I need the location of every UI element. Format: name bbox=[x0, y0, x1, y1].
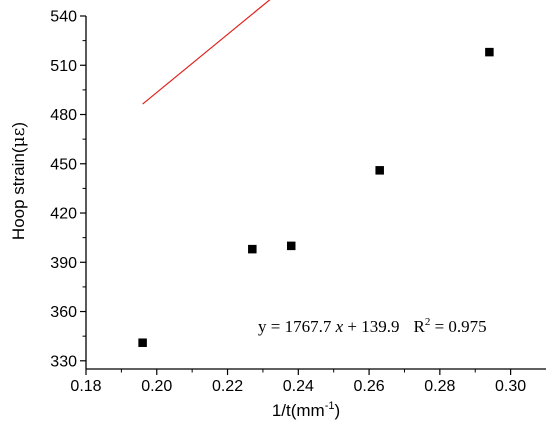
y-tick-label: 480 bbox=[50, 107, 77, 124]
data-point bbox=[375, 166, 384, 175]
y-tick-label: 450 bbox=[50, 156, 77, 173]
y-axis-title: Hoop strain(με) bbox=[9, 122, 29, 240]
y-tick-label: 360 bbox=[50, 304, 77, 321]
fit-line-layer bbox=[142, 0, 271, 105]
y-axis-ticks: 330 360 390 420 450 480 510 540 bbox=[50, 9, 86, 370]
x-tick-label: 0.26 bbox=[354, 378, 385, 395]
equation-variable: x bbox=[335, 317, 344, 336]
axes bbox=[85, 16, 546, 370]
x-tick-label: 0.24 bbox=[283, 378, 314, 395]
data-points bbox=[138, 47, 494, 347]
y-tick-label: 390 bbox=[50, 255, 77, 272]
data-point bbox=[485, 47, 494, 57]
data-point bbox=[138, 338, 147, 347]
y-tick-label: 420 bbox=[50, 206, 77, 223]
y-tick-label: 510 bbox=[50, 58, 77, 75]
data-point bbox=[248, 244, 257, 254]
y-tick-label: 540 bbox=[50, 9, 77, 26]
x-tick-label: 0.18 bbox=[70, 378, 101, 395]
linear-fit-line bbox=[142, 0, 271, 105]
equation-annotation: y = 1767.7 x + 139.9 R2 = 0.975 bbox=[258, 316, 487, 336]
x-tick-label: 0.20 bbox=[141, 378, 172, 395]
x-axis-ticks: 0.18 0.20 0.22 0.24 0.26 0.28 0.30 bbox=[70, 369, 526, 395]
data-point bbox=[286, 241, 296, 251]
x-tick-label: 0.28 bbox=[424, 378, 455, 395]
x-tick-label: 0.22 bbox=[212, 378, 243, 395]
y-tick-label: 330 bbox=[50, 353, 77, 370]
x-tick-label: 0.30 bbox=[495, 378, 526, 395]
x-axis-title: 1/t(mm-1) bbox=[272, 400, 340, 420]
r-squared-superscript: 2 bbox=[425, 316, 431, 328]
